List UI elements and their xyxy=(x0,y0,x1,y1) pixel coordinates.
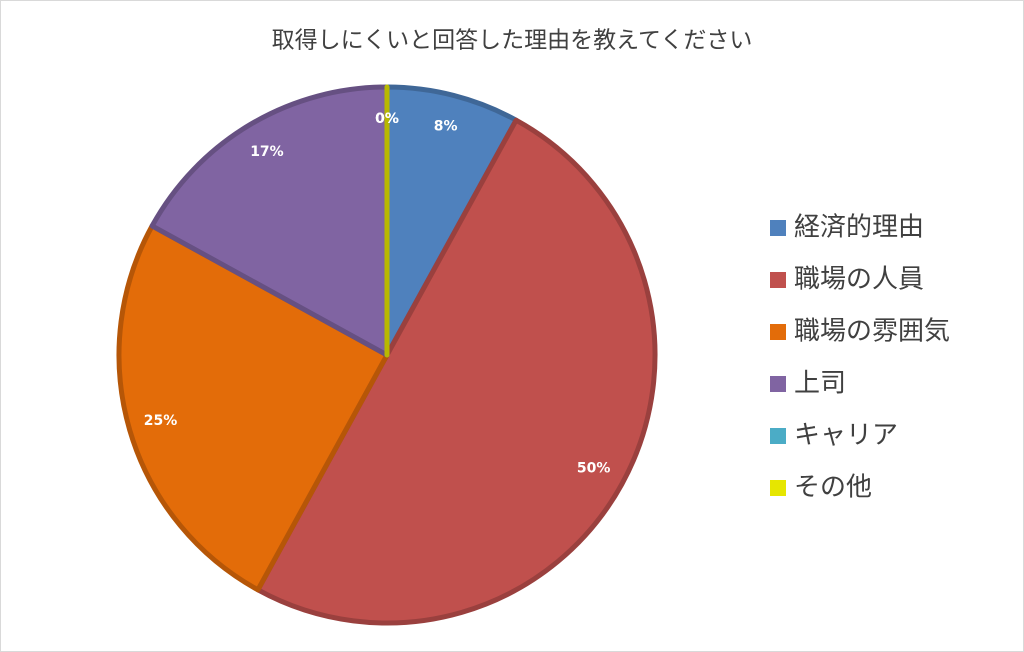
pie-slice xyxy=(149,84,390,358)
data-label: 0% xyxy=(375,111,399,127)
data-label: 50% xyxy=(577,461,611,477)
legend-label: 職場の人員 xyxy=(794,265,924,295)
legend-marker xyxy=(770,376,786,392)
legend-label: その他 xyxy=(794,473,872,503)
legend-label: キャリア xyxy=(794,421,898,451)
legend-marker xyxy=(770,428,786,444)
chart-title: 取得しにくいと回答した理由を教えてください xyxy=(272,28,753,54)
legend-label: 職場の雰囲気 xyxy=(794,317,950,347)
legend-label: 上司 xyxy=(794,369,846,399)
pie-slice xyxy=(384,84,519,358)
pie-slice xyxy=(116,223,390,593)
legend-marker xyxy=(770,272,786,288)
pie-slice xyxy=(255,117,658,626)
legend-marker xyxy=(770,220,786,236)
data-label: 8% xyxy=(434,119,458,135)
legend-label: 経済的理由 xyxy=(794,213,924,243)
data-label: 25% xyxy=(144,413,178,429)
data-label: 17% xyxy=(250,144,284,160)
legend-marker xyxy=(770,480,786,496)
data-label: 0% xyxy=(375,111,399,127)
legend-marker xyxy=(770,324,786,340)
